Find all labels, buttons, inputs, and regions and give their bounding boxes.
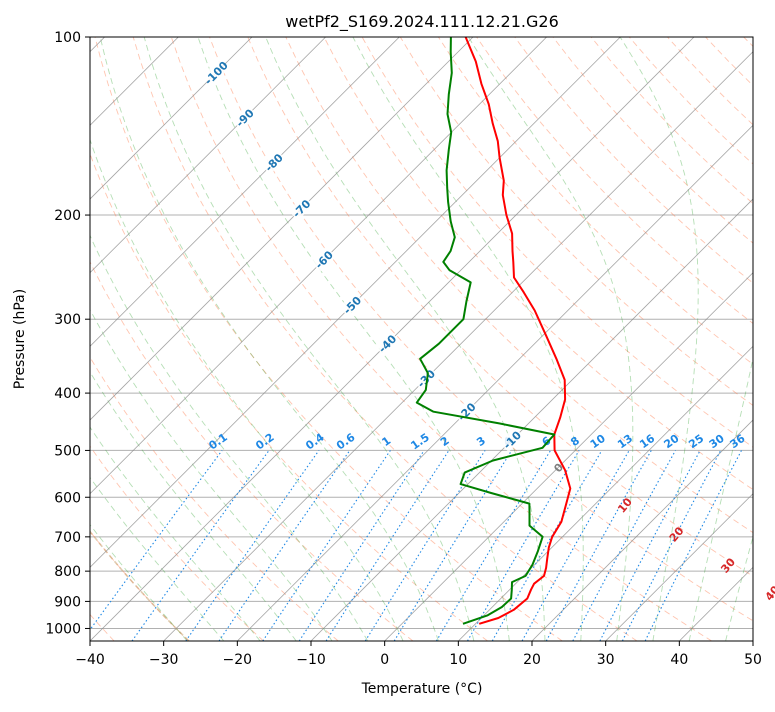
y-axis-title: Pressure (hPa) xyxy=(12,289,28,389)
y-tick-label: 1000 xyxy=(45,621,81,637)
y-tick-label: 400 xyxy=(54,386,81,402)
y-tick-label: 800 xyxy=(54,564,81,580)
y-tick-label: 600 xyxy=(54,490,81,506)
y-tick-label: 700 xyxy=(54,530,81,546)
x-tick-label: 50 xyxy=(744,652,762,668)
x-tick-label: −10 xyxy=(296,652,326,668)
x-tick-label: 10 xyxy=(449,652,467,668)
x-tick-label: 20 xyxy=(523,652,541,668)
y-tick-label: 500 xyxy=(54,443,81,459)
x-tick-label: 30 xyxy=(597,652,615,668)
chart-title: wetPf2_S169.2024.111.12.21.G26 xyxy=(285,12,559,32)
x-tick-label: −20 xyxy=(223,652,253,668)
y-tick-label: 300 xyxy=(54,312,81,328)
x-tick-label: −30 xyxy=(149,652,179,668)
x-axis-title: Temperature (°C) xyxy=(361,681,483,697)
y-tick-label: 900 xyxy=(54,594,81,610)
x-tick-label: 0 xyxy=(380,652,389,668)
y-tick-label: 100 xyxy=(54,30,81,46)
x-tick-label: −40 xyxy=(75,652,105,668)
y-tick-label: 200 xyxy=(54,208,81,224)
x-tick-label: 40 xyxy=(670,652,688,668)
